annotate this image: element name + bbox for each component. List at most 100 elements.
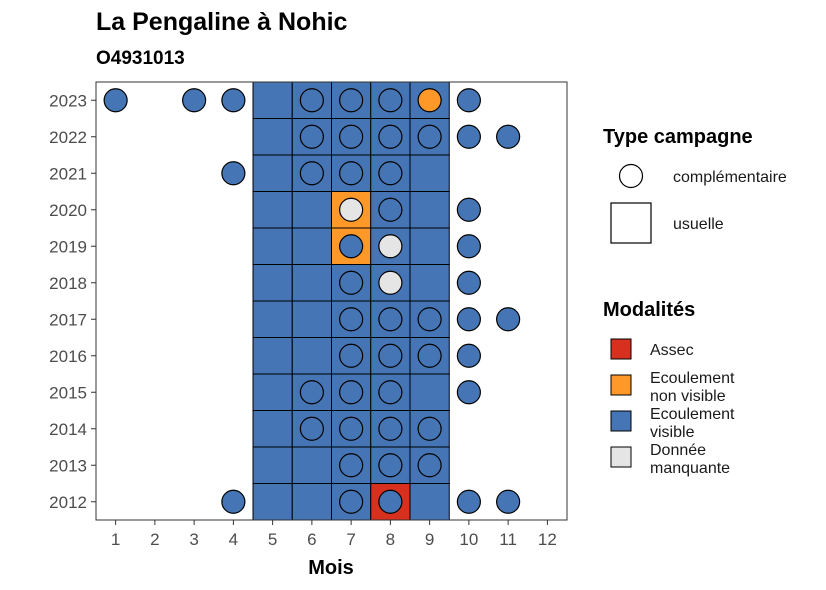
x-tick-label: 9 xyxy=(425,530,434,549)
x-tick-label: 12 xyxy=(538,530,557,549)
tile-2012-6 xyxy=(291,483,332,521)
point-2019-8 xyxy=(378,234,403,259)
legend-label-line: Donnée xyxy=(650,442,706,459)
point-2022-11 xyxy=(496,124,521,149)
legend-swatch xyxy=(610,410,632,432)
tile-2021-5 xyxy=(252,154,293,192)
tile-2020-9 xyxy=(409,191,450,229)
legend-label: Assec xyxy=(650,342,694,359)
point-2021-6 xyxy=(299,161,324,186)
tile-2020-6 xyxy=(291,191,332,229)
chart-title: La Pengaline à Nohic xyxy=(96,8,348,36)
point-2013-7 xyxy=(339,453,364,478)
point-2023-9 xyxy=(417,88,442,113)
point-2020-8 xyxy=(378,197,403,222)
tile-2017-5 xyxy=(252,300,293,338)
legend-swatch xyxy=(610,446,632,468)
legend-label-line: manquante xyxy=(650,460,730,477)
point-2012-7 xyxy=(339,489,364,514)
legend-label-usuelle: usuelle xyxy=(673,216,724,233)
tile-2015-5 xyxy=(252,373,293,411)
point-2022-6 xyxy=(299,124,324,149)
point-2022-9 xyxy=(417,124,442,149)
y-tick-label: 2020 xyxy=(49,201,87,220)
tile-2015-9 xyxy=(409,373,450,411)
x-tick-label: 5 xyxy=(268,530,277,549)
tile-2016-5 xyxy=(252,337,293,375)
legend-label-line: non visible xyxy=(650,388,726,405)
x-tick-label: 10 xyxy=(459,530,478,549)
tile-2023-5 xyxy=(252,81,293,119)
point-2017-7 xyxy=(339,307,364,332)
tile-2021-9 xyxy=(409,154,450,192)
legend-label: Ecoulement visible xyxy=(650,406,735,441)
point-2016-7 xyxy=(339,343,364,368)
x-axis: 1 2 3 4 5 6 7 8 9 10 11 12 xyxy=(111,520,557,549)
tile-2022-5 xyxy=(252,118,293,156)
legend-key-complementaire xyxy=(618,163,644,189)
point-2020-10 xyxy=(456,197,481,222)
point-2017-9 xyxy=(417,307,442,332)
point-2014-8 xyxy=(378,416,403,441)
y-tick-label: 2021 xyxy=(49,164,87,183)
y-tick-label: 2017 xyxy=(49,310,87,329)
y-tick-label: 2013 xyxy=(49,456,87,475)
point-2021-8 xyxy=(378,161,403,186)
x-tick-label: 3 xyxy=(189,530,198,549)
point-2023-10 xyxy=(456,88,481,113)
point-2018-7 xyxy=(339,270,364,295)
y-tick-label: 2012 xyxy=(49,493,87,512)
point-2022-7 xyxy=(339,124,364,149)
x-tick-label: 4 xyxy=(229,530,238,549)
point-2017-8 xyxy=(378,307,403,332)
point-2015-10 xyxy=(456,380,481,405)
tile-2019-9 xyxy=(409,227,450,265)
point-2012-10 xyxy=(456,489,481,514)
point-2018-10 xyxy=(456,270,481,295)
x-axis-title: Mois xyxy=(308,557,354,579)
point-2023-7 xyxy=(339,88,364,113)
point-2017-10 xyxy=(456,307,481,332)
point-2015-8 xyxy=(378,380,403,405)
tile-2014-5 xyxy=(252,410,293,448)
tile-2018-6 xyxy=(291,264,332,302)
x-tick-label: 8 xyxy=(386,530,395,549)
point-2012-4 xyxy=(221,489,246,514)
tile-2012-5 xyxy=(252,483,293,521)
point-2021-7 xyxy=(339,161,364,186)
legend-label-line: Ecoulement xyxy=(650,406,735,423)
x-tick-label: 11 xyxy=(499,530,517,549)
tile-2016-6 xyxy=(291,337,332,375)
point-2016-10 xyxy=(456,343,481,368)
point-2018-8 xyxy=(378,270,403,295)
point-2015-6 xyxy=(299,380,324,405)
point-2023-4 xyxy=(221,88,246,113)
point-2021-4 xyxy=(221,161,246,186)
y-tick-label: 2018 xyxy=(49,274,87,293)
legend-type-title: Type campagne xyxy=(603,126,753,148)
y-tick-label: 2015 xyxy=(49,383,87,402)
x-tick-label: 7 xyxy=(346,530,355,549)
legend-label: Donnée manquante xyxy=(650,442,730,477)
point-2012-8 xyxy=(378,489,403,514)
point-2019-10 xyxy=(456,234,481,259)
y-tick-label: 2022 xyxy=(49,128,87,147)
legend-modalites-title: Modalités xyxy=(603,299,695,321)
legend-swatch xyxy=(610,374,632,396)
tile-2020-5 xyxy=(252,191,293,229)
point-2022-10 xyxy=(456,124,481,149)
tile-2018-5 xyxy=(252,264,293,302)
point-2017-11 xyxy=(496,307,521,332)
point-2023-8 xyxy=(378,88,403,113)
legend-label-line: Ecoulement xyxy=(650,370,735,387)
y-tick-label: 2019 xyxy=(49,237,87,256)
point-2020-7 xyxy=(339,197,364,222)
point-2023-3 xyxy=(182,88,207,113)
point-2013-8 xyxy=(378,453,403,478)
legend-label-complementaire: complémentaire xyxy=(673,169,787,186)
plot-area xyxy=(95,81,568,521)
point-2016-9 xyxy=(417,343,442,368)
x-tick-label: 6 xyxy=(307,530,316,549)
point-2023-6 xyxy=(299,88,324,113)
